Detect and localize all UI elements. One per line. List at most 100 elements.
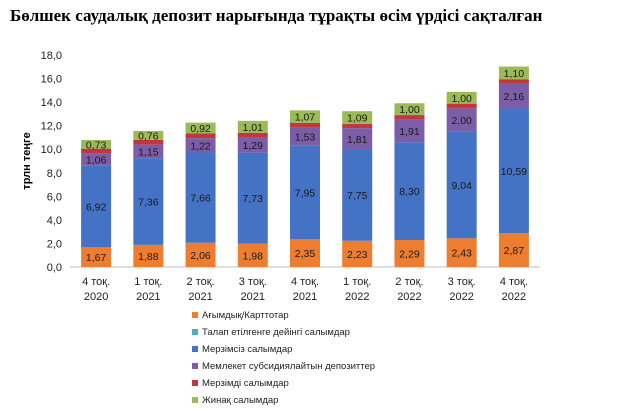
bar-segment: [237, 137, 268, 153]
bar-segment: [237, 132, 268, 138]
x-tick-label-year: 2022: [345, 291, 369, 303]
y-tick-label: 12,0: [41, 121, 62, 133]
data-label: 1,15: [138, 146, 159, 158]
x-tick-label-year: 2021: [241, 291, 265, 303]
x-tick-label-year: 2021: [136, 291, 160, 303]
bar-segment: [185, 133, 216, 139]
y-tick-label: 2,0: [47, 238, 62, 250]
x-tick-label-year: 2020: [84, 291, 108, 303]
x-tick-label-year: 2021: [293, 291, 317, 303]
data-label: 1,09: [347, 113, 368, 125]
data-label: 0,76: [138, 130, 159, 142]
y-tick-label: 4,0: [47, 215, 62, 227]
x-tick-label: 1 тоқ.: [343, 276, 371, 288]
x-tick-label-year: 2022: [449, 291, 473, 303]
data-label: 0,92: [190, 123, 211, 135]
y-axis-label: трлн теңге: [21, 132, 33, 189]
bar-segment: [446, 103, 477, 109]
data-label: 7,66: [190, 193, 211, 205]
data-label: 1,81: [347, 134, 368, 146]
bar-segment: [237, 120, 268, 133]
x-tick-label: 2 тоқ.: [187, 276, 215, 288]
bar-segment: [394, 103, 425, 116]
data-label: 0,73: [86, 139, 107, 151]
bar-segment: [290, 145, 320, 240]
data-label: 1,06: [86, 155, 107, 167]
data-label: 2,16: [504, 91, 525, 103]
bar-segment: [498, 66, 529, 80]
data-label: 1,01: [243, 122, 264, 134]
data-label: 2,43: [451, 248, 472, 260]
y-tick-label: 0,0: [47, 262, 62, 274]
x-tick-label: 1 тоқ.: [134, 276, 162, 288]
data-label: 2,06: [190, 250, 211, 262]
y-tick-label: 8,0: [47, 168, 62, 180]
data-label: 2,35: [295, 248, 316, 260]
bar-segment: [498, 108, 529, 234]
bar-segment: [81, 153, 112, 166]
data-label: 10,59: [501, 166, 527, 178]
y-tick-label: 6,0: [47, 191, 62, 203]
chart-title: Бөлшек саудалық депозит нарығында тұрақт…: [10, 6, 543, 25]
bar-segment: [342, 240, 373, 267]
data-label: 8,30: [399, 186, 420, 198]
bar-segment: [342, 149, 373, 241]
x-tick-label-year: 2022: [502, 291, 526, 303]
bar-segment: [394, 115, 425, 120]
data-label: 1,00: [451, 93, 472, 105]
bar-segment: [394, 119, 425, 143]
bar-segment: [185, 122, 216, 134]
bar-segment: [290, 122, 320, 128]
x-tick-label-year: 2022: [397, 291, 421, 303]
legend-swatch: [192, 312, 198, 318]
bar-segment: [290, 239, 320, 267]
data-label: 1,98: [243, 250, 264, 262]
legend-entry: Жинақ салымдар: [202, 395, 278, 406]
y-tick-label: 14,0: [41, 97, 62, 109]
bar-segment: [237, 152, 268, 244]
bar-segment: [133, 139, 164, 145]
bar-segment: [133, 144, 164, 159]
data-label: 2,23: [347, 249, 368, 261]
legend-entry: Талап етілгенге дейінгі салымдар: [202, 327, 350, 338]
bar-segment: [342, 124, 373, 129]
x-tick-label: 4 тоқ.: [82, 276, 110, 288]
bar-segment: [394, 240, 425, 267]
y-tick-label: 16,0: [41, 74, 62, 86]
data-label: 2,29: [399, 249, 420, 261]
bar-segment: [81, 140, 112, 149]
x-tick-label: 3 тоқ.: [239, 276, 267, 288]
data-label: 6,92: [86, 202, 107, 214]
bar-segment: [446, 91, 477, 104]
data-label: 7,73: [243, 193, 264, 205]
data-label: 1,88: [138, 251, 159, 263]
data-label: 1,10: [504, 68, 525, 80]
legend-entry: Мерзімді салымдар: [202, 378, 289, 389]
legend-swatch: [192, 329, 198, 335]
bar-segment: [133, 244, 164, 267]
data-label: 1,00: [399, 104, 420, 116]
data-label: 1,91: [399, 126, 420, 138]
legend-entry: Мемлекет субсидиялайтын депозиттер: [202, 361, 375, 372]
bar-segment: [81, 165, 112, 248]
x-tick-label: 3 тоқ.: [448, 276, 476, 288]
bar-segment: [237, 243, 268, 267]
legend-swatch: [192, 397, 198, 403]
bar-segment: [342, 128, 373, 150]
bar-segment: [133, 158, 164, 245]
data-label: 9,04: [451, 180, 472, 192]
x-tick-label: 4 тоқ.: [291, 276, 319, 288]
data-label: 7,95: [295, 188, 316, 200]
bar-segment: [133, 130, 164, 140]
bar-segment: [446, 108, 477, 132]
bar-segment: [498, 83, 529, 109]
bar-segment: [498, 233, 529, 267]
data-label: 1,22: [190, 140, 211, 152]
bar-segment: [446, 131, 477, 239]
bar-segment: [81, 148, 112, 154]
legend-entry: Мерзімсіз салымдар: [202, 344, 292, 355]
data-label: 1,53: [295, 132, 316, 144]
bar-segment: [394, 142, 425, 241]
bar-segment: [185, 242, 216, 267]
